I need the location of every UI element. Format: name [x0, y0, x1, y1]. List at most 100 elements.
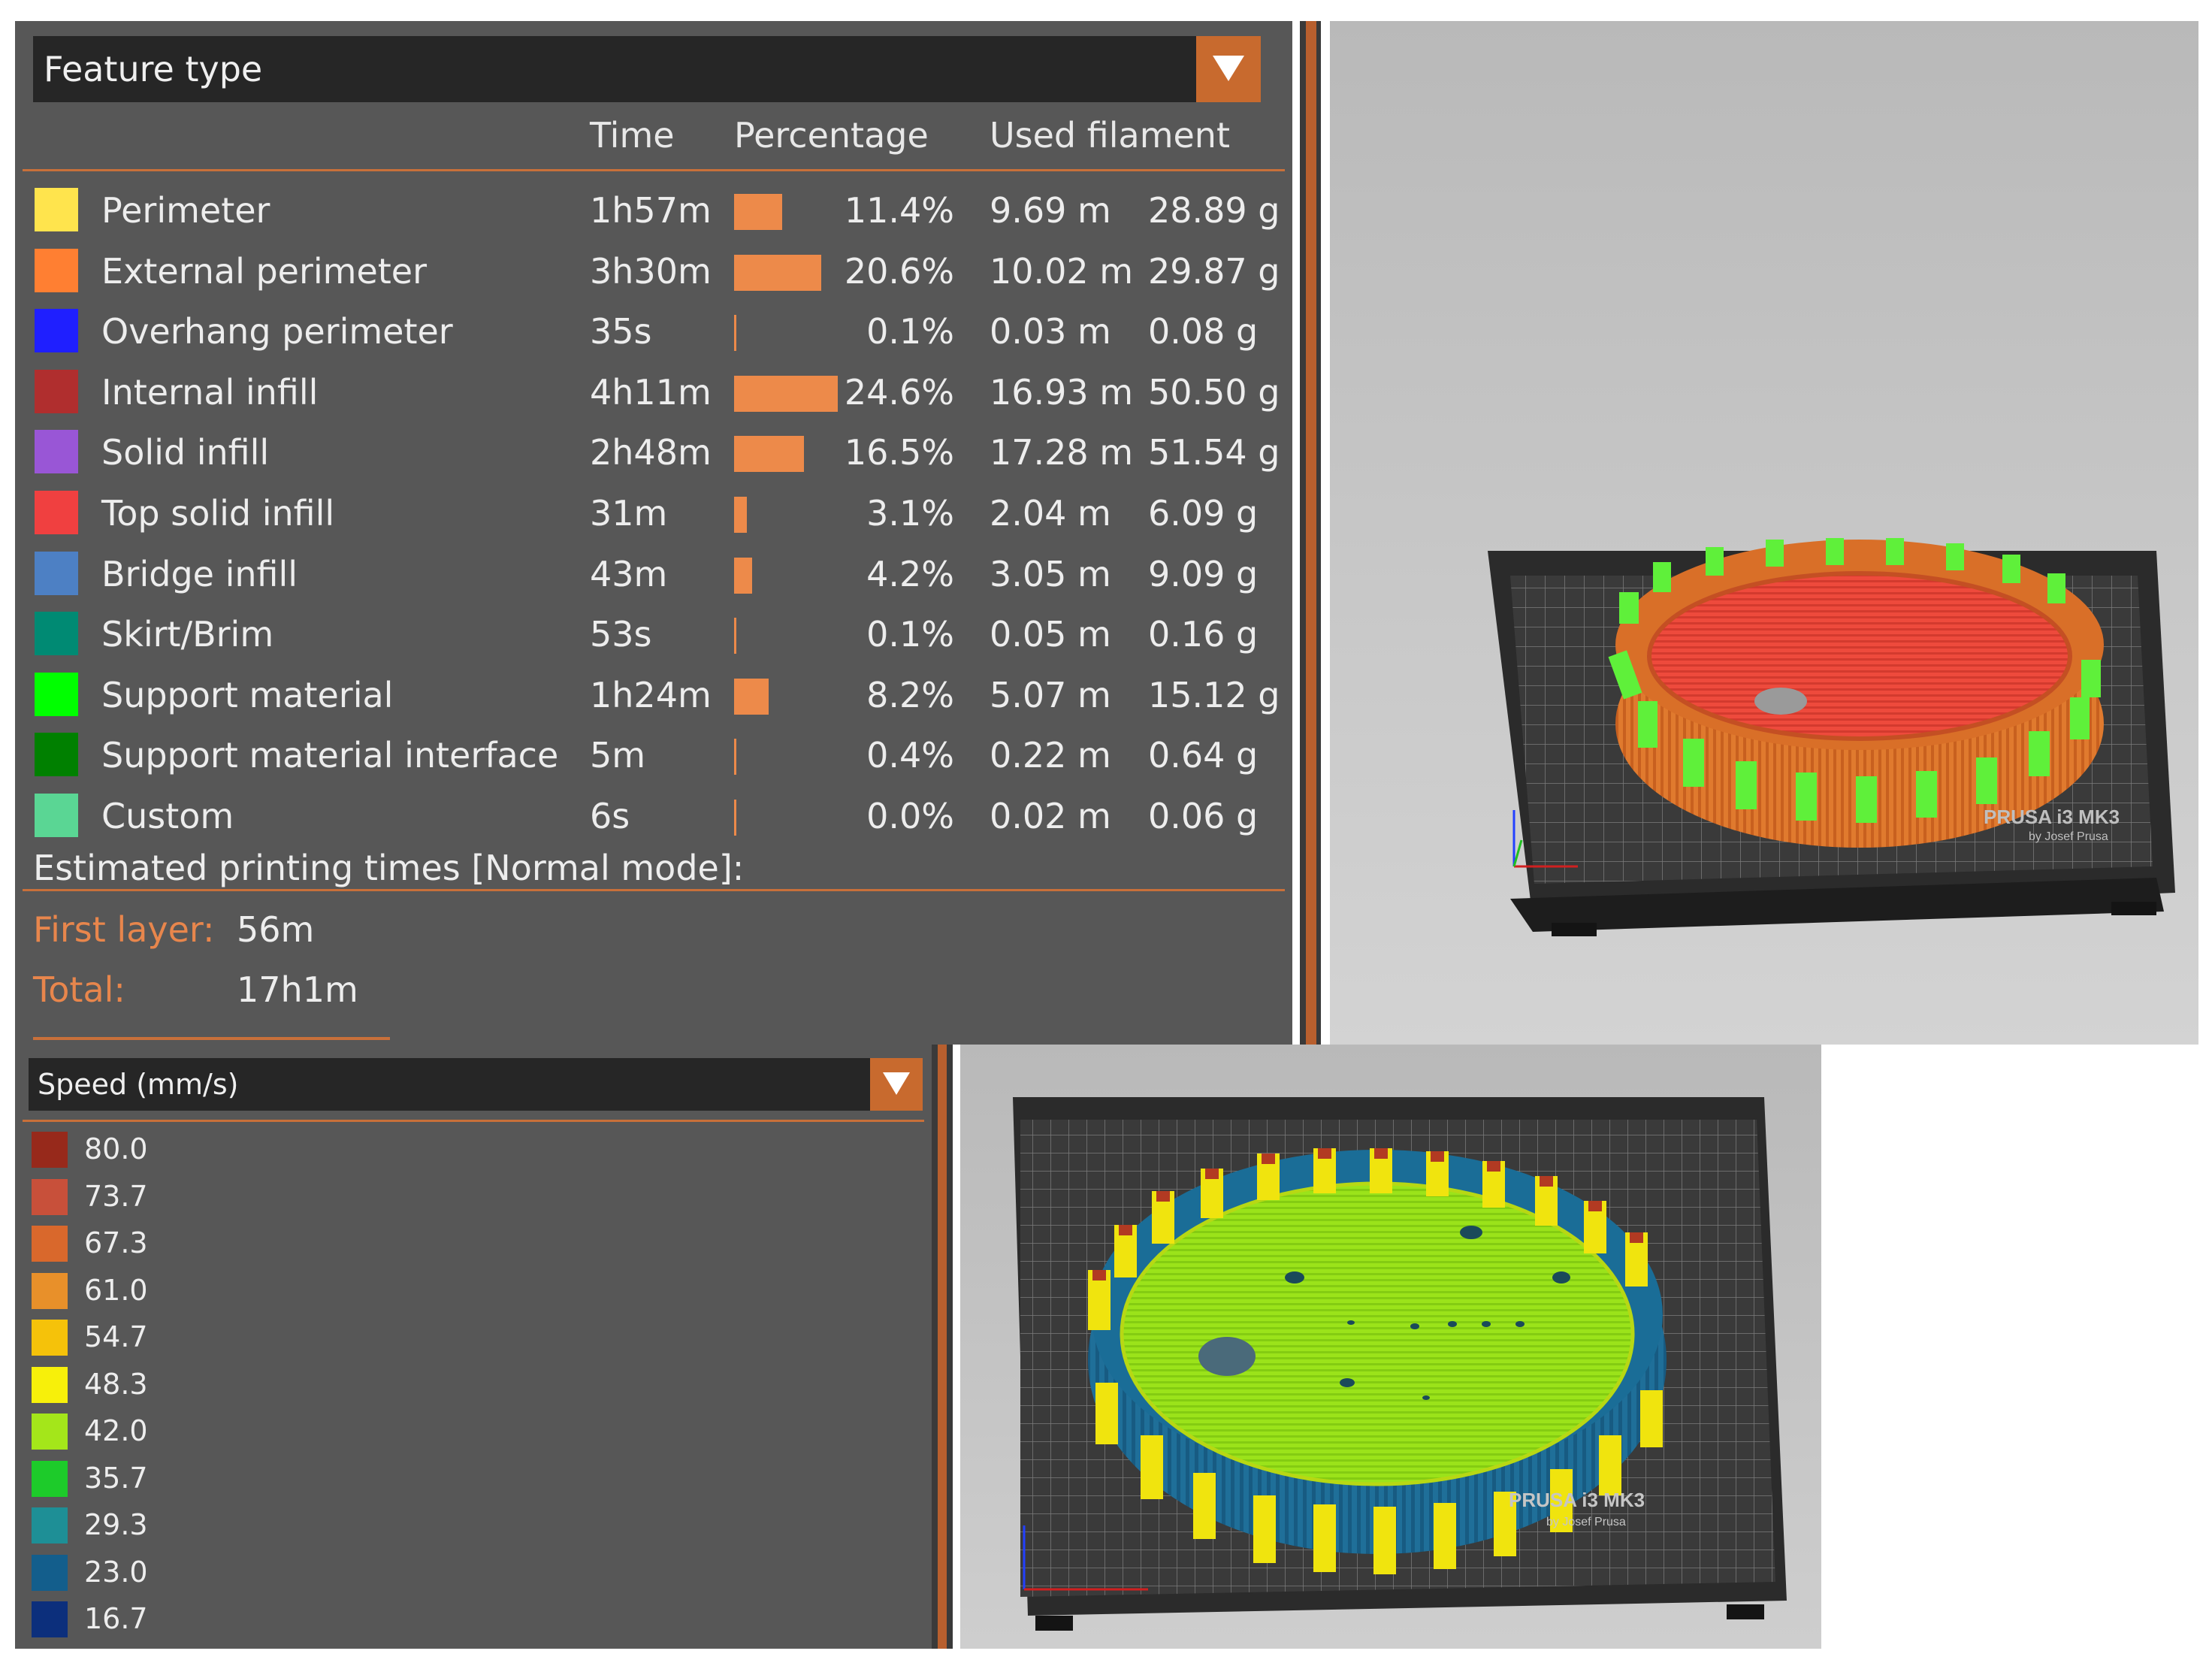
feature-percentage-bar	[734, 315, 736, 352]
speed-value: 80.0	[84, 1132, 148, 1166]
speed-value: 61.0	[84, 1273, 148, 1307]
speed-color-swatch	[32, 1226, 68, 1262]
feature-time: 4h11m	[590, 371, 712, 413]
dropdown-arrow-button[interactable]	[1196, 36, 1261, 102]
feature-filament-weight: 0.06 g	[1148, 796, 1259, 836]
speed-color-swatch	[32, 1272, 68, 1309]
feature-name: Support material	[101, 674, 394, 715]
speed-value: 23.0	[84, 1555, 148, 1589]
speed-legend-item: 35.7	[15, 1455, 466, 1501]
splitter-handle[interactable]	[1306, 21, 1316, 1045]
feature-filament-weight: 0.08 g	[1148, 311, 1259, 352]
speed-legend-item: 42.0	[15, 1407, 466, 1454]
first-layer-label: First layer:	[33, 909, 215, 950]
first-layer-value: 56m	[237, 909, 315, 950]
speed-color-swatch	[32, 1414, 68, 1450]
header-divider	[23, 169, 1285, 171]
print-part-floor	[1122, 1184, 1633, 1484]
feature-percentage-bar	[734, 194, 782, 230]
feature-percentage: 20.6%	[844, 250, 954, 292]
feature-color-swatch	[35, 672, 78, 716]
feature-name: Custom	[101, 796, 234, 836]
bed-logo-text: PRUSA i3 MK3	[1984, 806, 2120, 828]
feature-row: Custom 6s 0.0% 0.02 m 0.06 g	[15, 786, 1292, 846]
feature-percentage: 24.6%	[844, 371, 954, 413]
speed-value: 67.3	[84, 1226, 148, 1259]
speed-legend-item: 16.7	[15, 1595, 466, 1642]
feature-row: Internal infill 4h11m 24.6% 16.93 m 50.50 g	[15, 362, 1292, 422]
print-bed-scene: PRUSA i3 MK3 by Josef Prusa	[1488, 538, 2175, 936]
feature-name: Perimeter	[101, 190, 270, 231]
feature-percentage: 4.2%	[866, 553, 954, 594]
feature-row: Bridge infill 43m 4.2% 3.05 m 9.09 g	[15, 544, 1292, 604]
print-part-floor	[1649, 573, 2070, 739]
feature-color-swatch	[35, 369, 78, 413]
view-type-selected-speed: Speed (mm/s)	[38, 1068, 239, 1101]
feature-filament-length: 16.93 m	[990, 371, 1134, 413]
feature-time: 1h24m	[590, 674, 712, 715]
panel-splitter-bottom[interactable]	[932, 1045, 953, 1649]
feature-filament-length: 0.22 m	[990, 735, 1111, 776]
view-type-dropdown[interactable]: Feature type	[33, 36, 1261, 102]
feature-percentage-bar	[734, 254, 821, 291]
feature-name: Bridge infill	[101, 553, 298, 594]
speed-color-swatch	[32, 1554, 68, 1591]
feature-filament-weight: 29.87 g	[1148, 250, 1280, 292]
feature-time: 53s	[590, 614, 652, 655]
feature-row: Top solid infill 31m 3.1% 2.04 m 6.09 g	[15, 483, 1292, 543]
feature-percentage-bar	[734, 557, 752, 594]
feature-filament-length: 2.04 m	[990, 493, 1111, 534]
speed-legend-item: 61.0	[15, 1267, 466, 1314]
3d-preview-viewport-top[interactable]: PRUSA i3 MK3 by Josef Prusa	[1330, 21, 2198, 1045]
feature-color-swatch	[35, 612, 78, 656]
feature-name: External perimeter	[101, 250, 428, 292]
feature-filament-length: 10.02 m	[990, 250, 1134, 292]
feature-time: 2h48m	[590, 432, 712, 473]
feature-percentage-bar	[734, 618, 736, 655]
feature-time: 5m	[590, 735, 646, 776]
speed-color-swatch	[32, 1132, 68, 1168]
panel-splitter[interactable]	[1300, 21, 1321, 1045]
feature-time: 35s	[590, 311, 652, 352]
feature-percentage: 8.2%	[866, 674, 954, 715]
speed-legend-panel: Speed (mm/s) 80.0 73.7 67.3 61.0 54.7 48.3 42.…	[15, 1045, 932, 1649]
feature-name: Internal infill	[101, 371, 319, 413]
speed-color-swatch	[32, 1460, 68, 1497]
dropdown-arrow-button-speed[interactable]	[870, 1058, 923, 1111]
feature-row: Perimeter 1h57m 11.4% 9.69 m 28.89 g	[15, 180, 1292, 240]
feature-time: 1h57m	[590, 190, 712, 231]
feature-row: Support material 1h24m 8.2% 5.07 m 15.12 g	[15, 665, 1292, 725]
support-blocks	[1608, 538, 2101, 823]
feature-filament-weight: 6.09 g	[1148, 493, 1259, 534]
view-type-dropdown-speed[interactable]: Speed (mm/s)	[29, 1058, 923, 1111]
speed-header-divider	[23, 1120, 924, 1122]
feature-color-swatch	[35, 430, 78, 474]
speed-value: 16.7	[84, 1602, 148, 1635]
feature-row: Support material interface 5m 0.4% 0.22 m 0.…	[15, 725, 1292, 785]
feature-percentage: 3.1%	[866, 493, 954, 534]
chevron-down-icon	[883, 1072, 910, 1095]
feature-filament-weight: 15.12 g	[1148, 674, 1280, 715]
wall-feature-blocks	[1088, 1148, 1663, 1574]
feature-percentage-bar	[734, 436, 804, 473]
speed-color-swatch	[32, 1601, 68, 1637]
feature-time: 43m	[590, 553, 668, 594]
print-bed-scene-bottom: PRUSA i3 MK3 by Josef Prusa	[1013, 1097, 1787, 1631]
feature-filament-weight: 28.89 g	[1148, 190, 1280, 231]
estimate-divider	[23, 889, 1285, 891]
chevron-down-icon	[1213, 56, 1244, 81]
feature-time: 31m	[590, 493, 668, 534]
3d-preview-viewport-bottom[interactable]: PRUSA i3 MK3 by Josef Prusa	[960, 1045, 1821, 1649]
feature-type-legend-panel: Feature type Time Percentage Used filame…	[15, 21, 1292, 1045]
total-value: 17h1m	[237, 969, 358, 1010]
feature-name: Solid infill	[101, 432, 270, 473]
feature-filament-length: 0.02 m	[990, 796, 1111, 836]
feature-filament-length: 0.03 m	[990, 311, 1111, 352]
feature-percentage-bar	[734, 739, 736, 776]
bed-logo-subtext: by Josef Prusa	[1546, 1516, 1626, 1528]
feature-filament-length: 17.28 m	[990, 432, 1134, 473]
feature-percentage: 0.4%	[866, 735, 954, 776]
splitter-handle-bottom[interactable]	[938, 1045, 947, 1649]
feature-color-swatch	[35, 794, 78, 837]
speed-legend-item: 80.0	[15, 1126, 466, 1172]
